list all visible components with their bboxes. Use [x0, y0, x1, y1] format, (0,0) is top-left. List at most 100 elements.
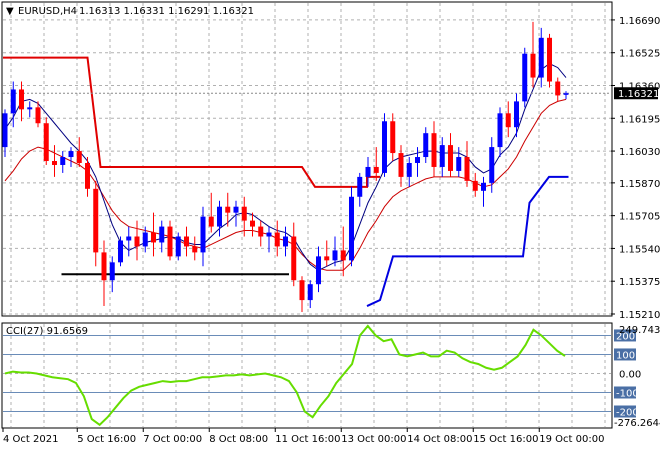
candle-body — [307, 284, 313, 301]
candle-body — [35, 107, 41, 124]
candle-body — [382, 121, 387, 173]
cci-level-label: 100 — [616, 350, 635, 361]
price-tick-label: 1.15375 — [619, 277, 660, 288]
chart-menu-icon[interactable]: ▼ — [6, 6, 14, 17]
candle-body — [464, 157, 470, 181]
price-axis: 1.16690 1.16525 1.16360 1.16195 1.16030 1.158… — [611, 16, 660, 321]
candle-body — [258, 226, 264, 237]
current-price-badge — [614, 87, 658, 100]
candle-body — [19, 89, 24, 110]
candle-body — [225, 206, 231, 213]
price-panel-frame — [1, 1, 613, 317]
candle-body — [456, 157, 462, 171]
cci-level-label: -100 — [616, 388, 639, 399]
candle-body — [489, 147, 495, 183]
time-tick-label: 4 Oct 2021 — [3, 434, 58, 445]
candle-body — [406, 162, 412, 177]
time-tick-label: 8 Oct 08:00 — [209, 434, 268, 445]
cci-min-label: -276.2644 — [614, 418, 660, 429]
candle-body — [274, 232, 280, 247]
price-tick-label: 1.16690 — [619, 16, 660, 27]
cci-level-badge — [614, 405, 636, 418]
blue-step-line — [366, 175, 569, 307]
red-step-line — [3, 56, 380, 188]
candle-body — [60, 157, 66, 165]
candle-body — [547, 37, 552, 82]
candle-body — [291, 236, 297, 281]
candle-body — [167, 226, 173, 257]
price-tick-label: 1.15870 — [619, 179, 660, 190]
candle-body — [233, 206, 239, 213]
grid — [3, 3, 611, 427]
candle-body — [192, 246, 198, 253]
candle-body — [142, 232, 148, 247]
candle-body — [324, 256, 330, 261]
candles — [2, 21, 569, 313]
candle-body — [299, 280, 305, 301]
price-tick-label: 1.16195 — [619, 114, 660, 125]
candle-body — [481, 182, 486, 191]
time-tick-label: 5 Oct 16:00 — [77, 434, 136, 445]
candle-body — [530, 53, 536, 78]
candle-body — [101, 252, 107, 281]
candle-body — [266, 232, 272, 237]
candle-body — [538, 37, 544, 78]
cci-line — [4, 324, 566, 427]
time-tick-label: 15 Oct 16:00 — [473, 434, 538, 445]
candle-body — [514, 101, 519, 128]
cci-panel-frame — [1, 322, 613, 429]
candle-body — [68, 151, 74, 158]
candle-body — [332, 250, 338, 261]
price-tick-label: 1.15540 — [619, 244, 660, 255]
candle-body — [93, 188, 99, 253]
cci-level-label: -200 — [616, 408, 639, 419]
candle-body — [241, 206, 247, 221]
candle-body — [159, 226, 165, 243]
candle-body — [184, 236, 189, 247]
candle-body — [217, 206, 222, 227]
candle-body — [448, 145, 453, 171]
candle-body — [126, 236, 132, 241]
current-price-label: 1.16321 — [618, 89, 659, 100]
candle-body — [390, 121, 396, 154]
candle-body — [109, 262, 115, 281]
cci-max-label: 249.743 — [619, 325, 660, 336]
candle-body — [365, 166, 371, 177]
candle-body — [555, 81, 561, 96]
candle-body — [200, 216, 206, 253]
candle-body — [398, 153, 404, 177]
candle-body — [349, 196, 354, 261]
candle-body — [52, 161, 57, 165]
candle-body — [118, 240, 123, 263]
candle-body — [85, 162, 90, 189]
candle-body — [27, 107, 33, 110]
price-tick-label: 1.15705 — [619, 212, 660, 223]
candle-body — [472, 180, 478, 191]
candle-body — [151, 232, 156, 243]
time-tick-label: 13 Oct 00:00 — [341, 434, 406, 445]
cci-level-badge — [614, 329, 636, 342]
candle-body — [522, 53, 528, 102]
candle-body — [175, 236, 181, 257]
candle-body — [373, 166, 379, 173]
price-tick-label: 1.16360 — [619, 81, 660, 92]
time-tick-label: 11 Oct 16:00 — [275, 434, 340, 445]
price-tick-label: 1.16525 — [619, 49, 660, 60]
price-tick-label: 1.15210 — [619, 310, 660, 321]
time-tick-label: 19 Oct 00:00 — [539, 434, 604, 445]
time-axis: 4 Oct 2021 5 Oct 16:00 7 Oct 00:00 8 Oct 08… — [2, 428, 604, 445]
candle-body — [10, 89, 16, 114]
cci-level-badge — [614, 386, 636, 399]
cci-level-label: 200 — [616, 331, 635, 342]
cci-level-label: 0.00 — [619, 369, 641, 380]
cci-series — [4, 324, 566, 427]
candle-body — [76, 151, 82, 163]
candle-body — [283, 236, 288, 247]
candle-body — [134, 236, 140, 247]
ohlc-readout: 1.16313 1.16331 1.16291 1.16321 — [79, 6, 254, 17]
candle-body — [357, 176, 363, 197]
cci-label: CCI(27) 91.6569 — [6, 326, 88, 337]
symbol-label: EURUSD,H4 — [18, 6, 77, 17]
